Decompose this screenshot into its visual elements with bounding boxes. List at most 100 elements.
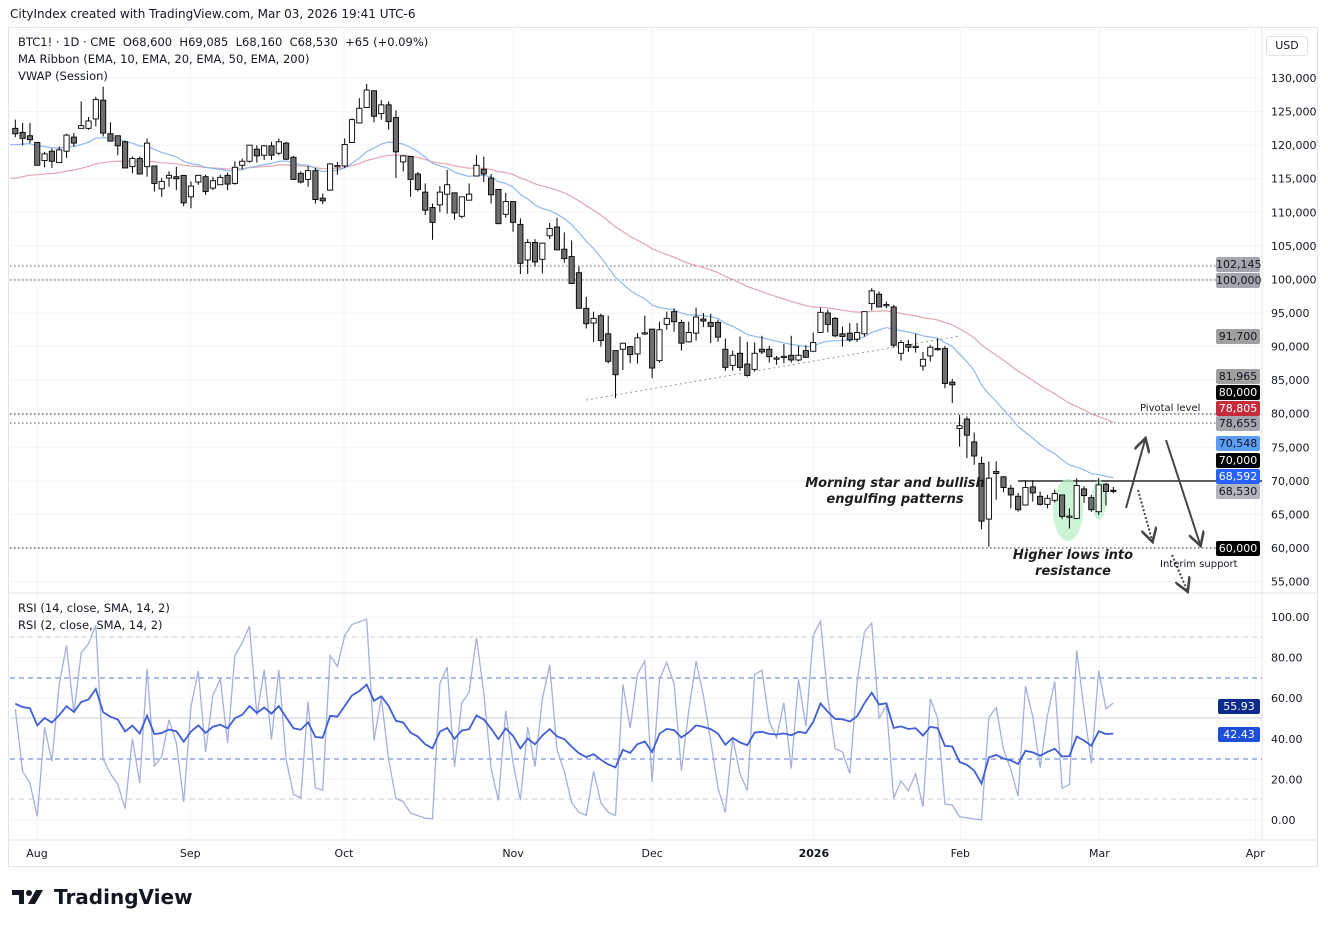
candle[interactable] <box>41 151 48 168</box>
candle[interactable] <box>473 155 480 177</box>
candle[interactable] <box>876 291 883 308</box>
candle[interactable] <box>729 350 736 371</box>
candle[interactable] <box>824 309 831 333</box>
candle[interactable] <box>144 138 151 177</box>
candle[interactable] <box>524 239 531 275</box>
candle[interactable] <box>634 333 641 364</box>
candle[interactable] <box>678 319 685 351</box>
candle[interactable] <box>1073 478 1080 520</box>
candle[interactable] <box>700 312 707 328</box>
trendline[interactable] <box>585 335 961 401</box>
candle[interactable] <box>78 101 85 129</box>
candle[interactable] <box>897 339 905 361</box>
candle[interactable] <box>363 84 370 108</box>
candle[interactable] <box>458 196 465 219</box>
candle[interactable] <box>1088 494 1095 512</box>
candle[interactable] <box>407 155 414 197</box>
candle[interactable] <box>239 158 246 170</box>
candle[interactable] <box>217 174 224 186</box>
candle[interactable] <box>854 323 861 342</box>
candle[interactable] <box>568 240 575 284</box>
candle[interactable] <box>370 90 378 123</box>
candle[interactable] <box>400 155 407 172</box>
candle[interactable] <box>1059 494 1066 520</box>
ema50-line[interactable] <box>10 154 1114 423</box>
candle[interactable] <box>26 122 33 144</box>
candle[interactable] <box>290 155 297 181</box>
candle[interactable] <box>48 148 55 168</box>
candle[interactable] <box>187 181 195 209</box>
candle[interactable] <box>846 323 853 342</box>
candle[interactable] <box>92 96 99 127</box>
candle[interactable] <box>122 140 129 169</box>
candle[interactable] <box>327 163 334 191</box>
candle[interactable] <box>319 193 326 205</box>
candle[interactable] <box>297 171 304 184</box>
candle[interactable] <box>1110 486 1117 494</box>
candle[interactable] <box>341 138 348 168</box>
candle[interactable] <box>502 192 509 218</box>
candle[interactable] <box>539 242 546 274</box>
candle[interactable] <box>773 355 780 365</box>
candle[interactable] <box>714 319 722 342</box>
candle[interactable] <box>1080 486 1088 503</box>
candle[interactable] <box>553 217 561 251</box>
ema20-line[interactable] <box>10 137 1114 479</box>
candle[interactable] <box>780 343 787 364</box>
candle[interactable] <box>978 456 985 530</box>
candle[interactable] <box>766 345 773 363</box>
candle[interactable] <box>919 351 927 371</box>
candle[interactable] <box>1066 508 1073 529</box>
candle[interactable] <box>583 296 590 329</box>
candle[interactable] <box>963 416 970 459</box>
candle[interactable] <box>100 86 107 137</box>
candle[interactable] <box>422 183 429 215</box>
candle[interactable] <box>1095 478 1102 516</box>
candle[interactable] <box>985 461 992 547</box>
candle[interactable] <box>707 313 714 344</box>
rsi14-legend[interactable]: RSI (14, close, SMA, 14, 2) <box>18 601 170 615</box>
candle[interactable] <box>488 174 495 204</box>
candle[interactable] <box>1037 491 1044 506</box>
symbol-legend[interactable]: BTC1! · 1D · CME O68,600 H69,085 L68,160… <box>18 35 429 49</box>
candle[interactable] <box>195 174 202 185</box>
candle[interactable] <box>392 110 399 179</box>
rsi2-line[interactable] <box>14 618 1114 821</box>
candle[interactable] <box>246 144 253 163</box>
candle[interactable] <box>612 350 619 399</box>
candle[interactable] <box>685 321 692 343</box>
candle[interactable] <box>312 167 319 204</box>
rsi2-legend[interactable]: RSI (2, close, SMA, 14, 2) <box>18 618 163 632</box>
candle[interactable] <box>839 326 846 347</box>
candle[interactable] <box>649 328 656 379</box>
candle[interactable] <box>429 203 436 240</box>
currency-button[interactable]: USD <box>1266 36 1308 56</box>
candle[interactable] <box>202 174 209 195</box>
candle[interactable] <box>905 339 912 352</box>
candle[interactable] <box>129 156 136 174</box>
candle[interactable] <box>722 338 729 371</box>
candle[interactable] <box>890 304 897 348</box>
candle[interactable] <box>810 332 817 352</box>
candle[interactable] <box>927 345 934 362</box>
candle[interactable] <box>575 266 582 309</box>
candle[interactable] <box>348 118 356 143</box>
candle[interactable] <box>861 311 868 337</box>
candle[interactable] <box>107 122 114 142</box>
candle[interactable] <box>788 335 795 363</box>
tradingview-logo[interactable]: TradingView <box>12 885 193 909</box>
candle[interactable] <box>517 218 524 275</box>
candle[interactable] <box>795 345 802 362</box>
candle[interactable] <box>414 171 421 192</box>
candle[interactable] <box>451 192 458 220</box>
candle[interactable] <box>70 133 77 147</box>
candle[interactable] <box>136 156 143 175</box>
candle[interactable] <box>693 307 700 341</box>
ma-ribbon-legend[interactable]: MA Ribbon (EMA, 10, EMA, 20, EMA, 50, EM… <box>18 52 310 66</box>
candle[interactable] <box>656 321 663 363</box>
candle[interactable] <box>444 169 451 214</box>
candle[interactable] <box>941 345 948 389</box>
candle[interactable] <box>385 101 392 130</box>
candle[interactable] <box>736 336 744 371</box>
